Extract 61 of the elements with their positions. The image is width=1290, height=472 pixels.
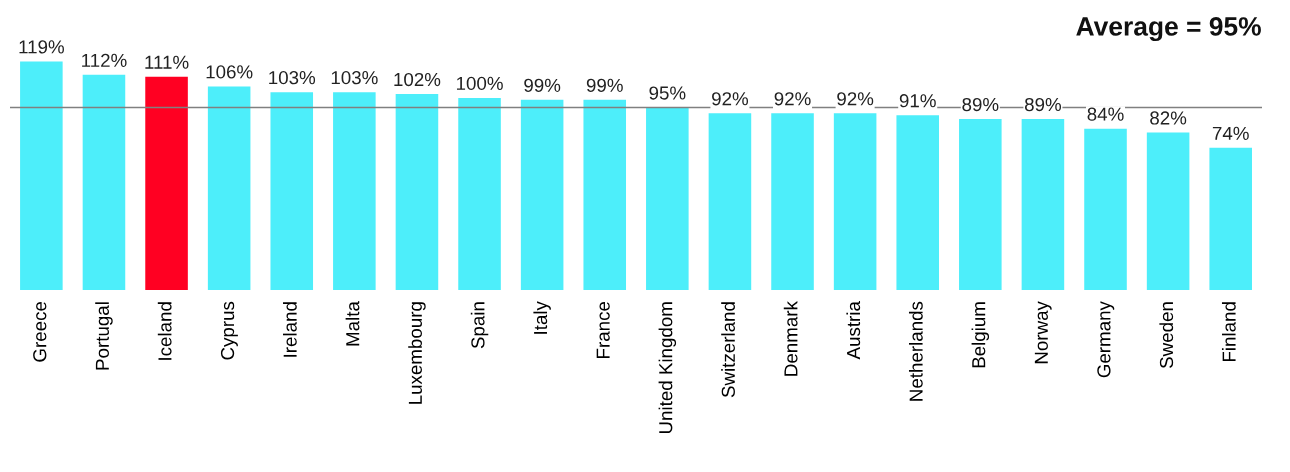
bar	[20, 61, 63, 290]
bar	[708, 113, 752, 290]
data-label: 92%	[774, 92, 811, 106]
x-tick-label: Belgium	[971, 302, 990, 368]
bar	[458, 97, 501, 290]
data-label: 100%	[456, 76, 503, 91]
x-tick-label: Norway	[1034, 301, 1052, 364]
x-tick-label: Portugal	[95, 302, 113, 370]
bar	[395, 94, 439, 290]
x-tick-label: Switzerland	[721, 302, 735, 398]
bar	[82, 74, 126, 290]
data-label: 102%	[394, 72, 441, 87]
bar	[1146, 132, 1190, 290]
data-label: 103%	[269, 71, 316, 85]
data-label: 112%	[82, 53, 127, 67]
bar	[270, 92, 314, 290]
ref-line-label: Average = 95%	[1076, 17, 1261, 42]
x-tick-label: Cyprus	[220, 301, 238, 360]
bar	[959, 119, 1002, 290]
data-label: 99%	[586, 78, 623, 92]
data-label: 89%	[962, 97, 999, 112]
x-tick-label: Greece	[33, 301, 47, 362]
x-tick-label: United Kingdom	[658, 302, 677, 434]
data-label: 82%	[1150, 111, 1187, 125]
x-tick-label: Italy	[533, 301, 551, 334]
x-tick-label: Finland	[1221, 302, 1236, 362]
bar	[771, 113, 814, 290]
data-label: 89%	[1024, 97, 1062, 112]
x-tick-label: Iceland	[157, 302, 172, 360]
x-tick-label: Germany	[1097, 301, 1115, 378]
bar	[833, 113, 877, 290]
data-label: 103%	[331, 71, 378, 85]
bar	[1021, 119, 1065, 290]
data-label: 92%	[712, 92, 749, 106]
bar	[646, 107, 689, 290]
data-label: 95%	[649, 86, 686, 100]
x-tick-label: France	[596, 301, 610, 358]
data-label: 84%	[1087, 107, 1124, 121]
data-label: 92%	[837, 92, 874, 106]
bar	[1084, 128, 1127, 290]
data-label: 91%	[899, 94, 936, 108]
data-label: 74%	[1212, 126, 1249, 140]
bar	[583, 99, 627, 290]
data-label: 106%	[206, 65, 253, 79]
bar	[333, 92, 376, 290]
bar	[1209, 147, 1252, 290]
x-tick-label: Austria	[846, 301, 861, 360]
x-tick-label: Denmark	[783, 301, 798, 376]
bar	[145, 76, 188, 290]
x-tick-label: Netherlands	[908, 301, 923, 401]
data-label: 119%	[19, 40, 64, 54]
x-tick-label: Spain	[470, 302, 489, 349]
bar	[520, 99, 564, 290]
bar	[896, 115, 940, 290]
bar	[207, 86, 251, 290]
x-tick-label: Malta	[345, 301, 360, 346]
data-label: 111%	[145, 55, 189, 69]
data-label: 99%	[524, 78, 561, 92]
x-tick-label: Ireland	[283, 302, 297, 357]
x-tick-label: Luxembourg	[408, 302, 426, 404]
x-tick-label: Sweden	[1159, 302, 1174, 369]
